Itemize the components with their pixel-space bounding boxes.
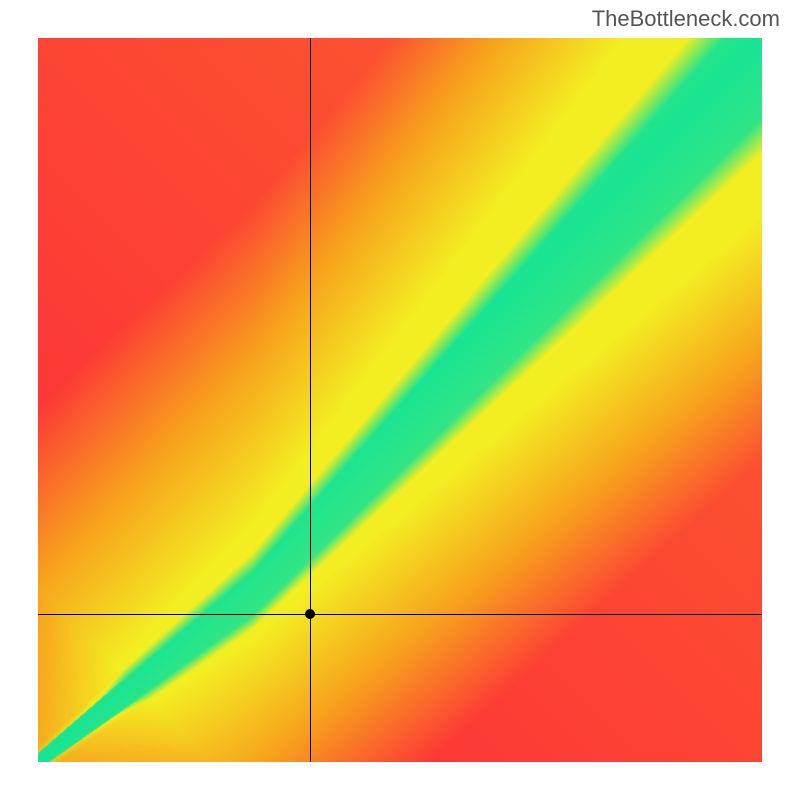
bottleneck-heatmap <box>38 38 762 762</box>
crosshair-horizontal <box>38 614 762 615</box>
watermark-text: TheBottleneck.com <box>592 6 780 32</box>
selection-marker <box>305 609 315 619</box>
crosshair-vertical <box>310 38 311 762</box>
heatmap-canvas <box>38 38 762 762</box>
